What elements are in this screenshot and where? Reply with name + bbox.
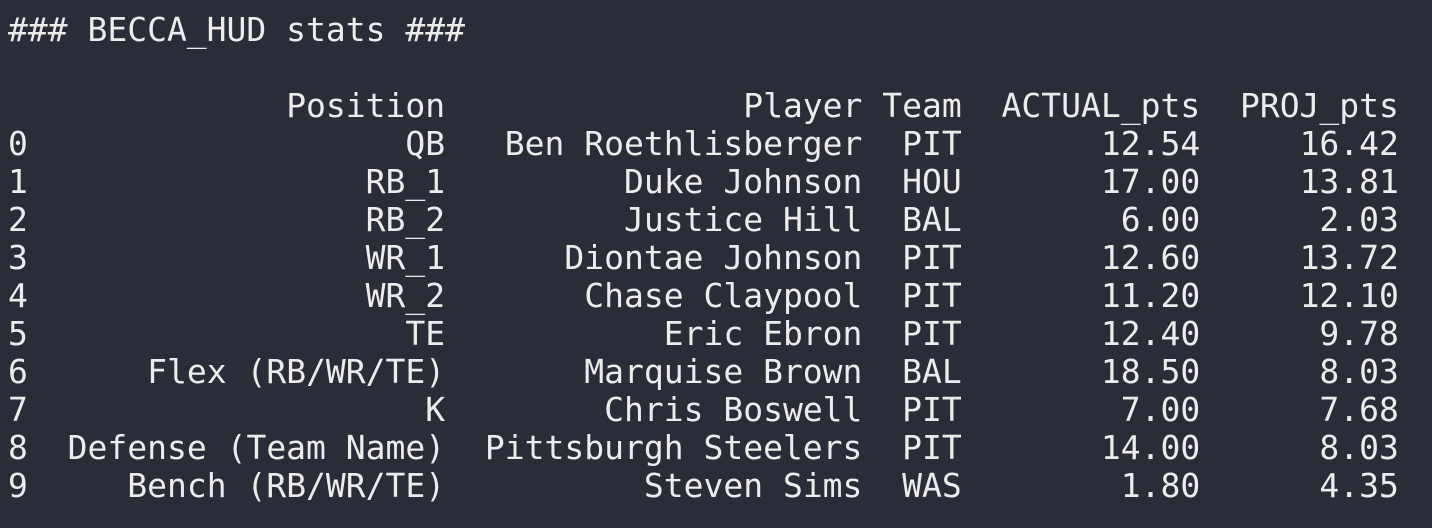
row-index: 1 [8, 162, 28, 201]
cell: QB [405, 124, 446, 163]
cell: 13.81 [1299, 162, 1399, 201]
cell: 9.78 [1319, 314, 1399, 353]
cell: TE [405, 314, 446, 353]
cell: 6.00 [1120, 200, 1201, 239]
column-header: Position [286, 86, 446, 125]
cell: 14.00 [1100, 428, 1201, 467]
cell: 12.40 [1100, 314, 1201, 353]
cell: 12.10 [1299, 276, 1399, 315]
column-header: PROJ_pts [1239, 86, 1399, 125]
cell: WR_1 [365, 238, 446, 277]
cell: 2.03 [1319, 200, 1399, 239]
cell: 12.54 [1100, 124, 1201, 163]
row-index: 9 [8, 466, 28, 505]
title: ### BECCA_HUD stats ### [8, 10, 465, 49]
row-index: 0 [8, 124, 28, 163]
row-index: 8 [8, 428, 28, 467]
cell: K [425, 390, 446, 429]
cell: RB_2 [365, 200, 446, 239]
cell: PIT [902, 276, 962, 315]
cell: Justice Hill [624, 200, 863, 239]
cell: WAS [902, 466, 962, 505]
row-index: 4 [8, 276, 28, 315]
cell: 11.20 [1100, 276, 1201, 315]
cell: Flex (RB/WR/TE) [147, 352, 446, 391]
row-index: 6 [8, 352, 28, 391]
cell: Eric Ebron [663, 314, 863, 353]
cell: Pittsburgh Steelers [484, 428, 863, 467]
cell: PIT [902, 238, 962, 277]
cell: RB_1 [365, 162, 446, 201]
cell: 13.72 [1299, 238, 1399, 277]
cell: Steven Sims [643, 466, 863, 505]
cell: Duke Johnson [624, 162, 863, 201]
cell: Diontae Johnson [564, 238, 863, 277]
cell: 8.03 [1319, 428, 1399, 467]
cell: WR_2 [365, 276, 446, 315]
cell: Marquise Brown [584, 352, 863, 391]
cell: Ben Roethlisberger [504, 124, 863, 163]
cell: PIT [902, 124, 962, 163]
cell: BAL [902, 352, 962, 391]
cell: 18.50 [1100, 352, 1201, 391]
cell: 8.03 [1319, 352, 1399, 391]
cell: 4.35 [1319, 466, 1399, 505]
cell: 7.00 [1120, 390, 1201, 429]
cell: 7.68 [1319, 390, 1399, 429]
cell: 17.00 [1100, 162, 1201, 201]
cell: BAL [902, 200, 962, 239]
cell: Defense (Team Name) [67, 428, 446, 467]
cell: Chris Boswell [604, 390, 863, 429]
column-header: Team [882, 86, 962, 125]
row-index: 3 [8, 238, 28, 277]
cell: PIT [902, 390, 962, 429]
column-header: ACTUAL_pts [1001, 86, 1201, 125]
cell: PIT [902, 428, 962, 467]
row-index: 7 [8, 390, 28, 429]
cell: 1.80 [1120, 466, 1201, 505]
row-index: 2 [8, 200, 28, 239]
cell: 16.42 [1299, 124, 1399, 163]
cell: Chase Claypool [584, 276, 863, 315]
cell: PIT [902, 314, 962, 353]
row-index: 5 [8, 314, 28, 353]
column-header: Player [743, 86, 863, 125]
cell: Bench (RB/WR/TE) [127, 466, 446, 505]
cell: 12.60 [1100, 238, 1201, 277]
cell: HOU [902, 162, 962, 201]
